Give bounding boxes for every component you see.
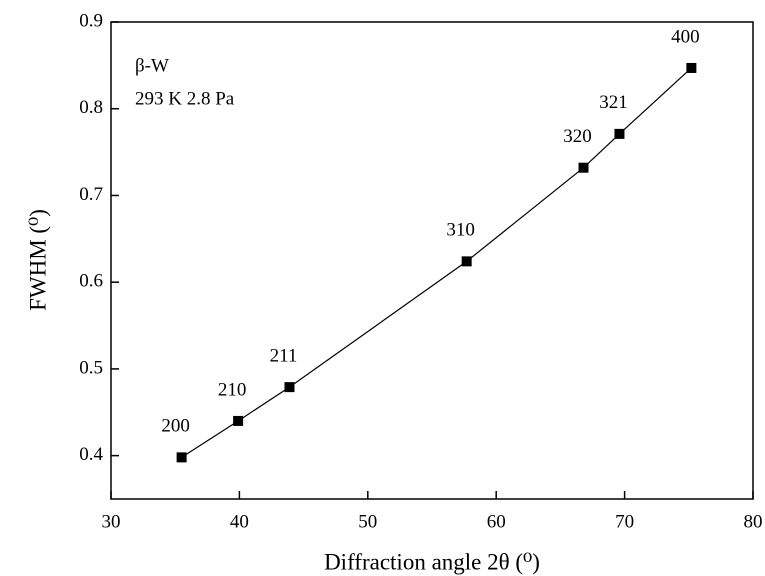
x-tick-label: 70 bbox=[615, 511, 634, 532]
y-axis-label: FWHM (⁰) bbox=[25, 209, 50, 311]
data-point bbox=[614, 128, 625, 139]
plot-frame bbox=[110, 21, 754, 500]
y-tick-label: 0.5 bbox=[79, 357, 103, 378]
data-line bbox=[181, 67, 692, 458]
x-tick-label: 50 bbox=[358, 511, 377, 532]
point-label: 320 bbox=[563, 126, 592, 147]
annotation: 293 K 2.8 Pa bbox=[135, 88, 235, 109]
data-point bbox=[233, 415, 244, 426]
data-point bbox=[686, 62, 697, 73]
y-tick-label: 0.6 bbox=[79, 271, 103, 292]
x-tick-label: 80 bbox=[744, 511, 763, 532]
point-label: 310 bbox=[446, 220, 475, 241]
data-point bbox=[461, 256, 472, 267]
y-tick-label: 0.9 bbox=[79, 10, 103, 31]
y-tick-label: 0.4 bbox=[79, 444, 103, 465]
x-tick-label: 40 bbox=[230, 511, 249, 532]
point-label: 400 bbox=[671, 26, 700, 47]
x-tick-label: 30 bbox=[102, 511, 121, 532]
data-point bbox=[578, 162, 589, 173]
data-point bbox=[176, 452, 187, 463]
y-tick-label: 0.8 bbox=[79, 97, 103, 118]
point-label: 321 bbox=[599, 92, 628, 113]
data-point bbox=[284, 382, 295, 393]
point-label: 210 bbox=[218, 379, 247, 400]
y-tick-label: 0.7 bbox=[79, 184, 103, 205]
point-label: 200 bbox=[161, 416, 190, 437]
x-axis-label: Diffraction angle 2θ (⁰) bbox=[324, 549, 540, 574]
annotation: β-W bbox=[135, 55, 169, 76]
x-tick-label: 60 bbox=[487, 511, 506, 532]
point-label: 211 bbox=[270, 345, 298, 366]
